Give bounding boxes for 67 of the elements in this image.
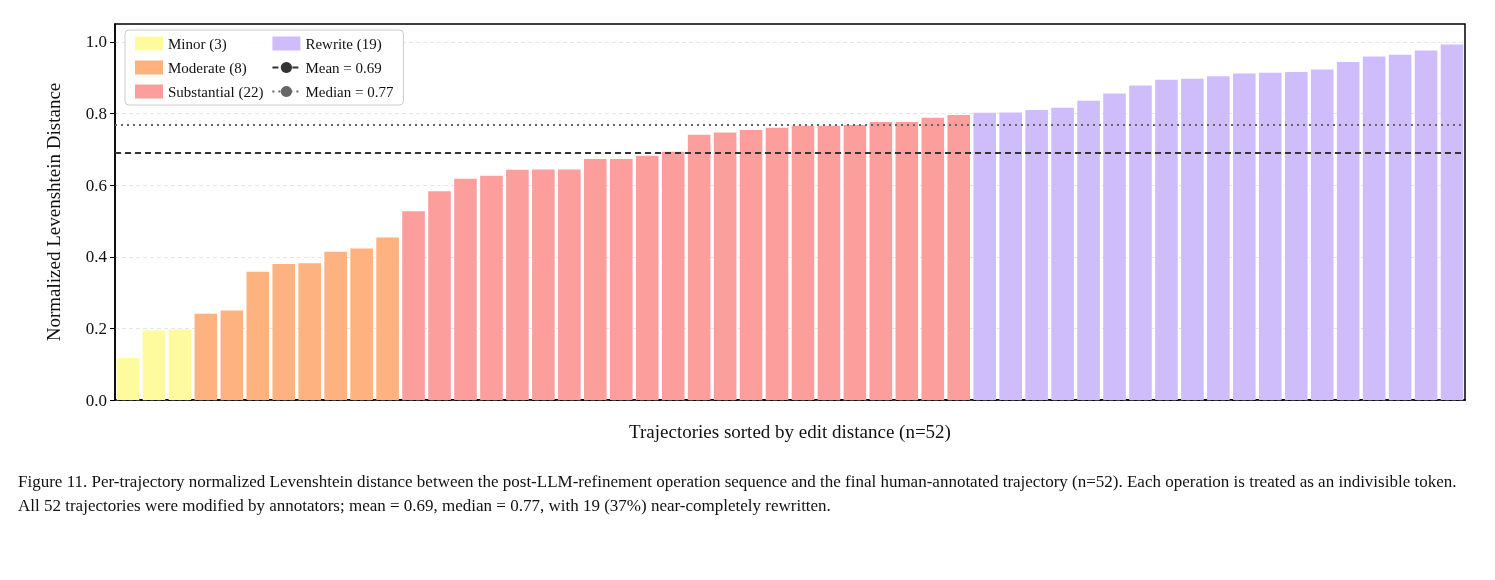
bar	[1129, 85, 1152, 400]
y-tick-label: 0.6	[85, 175, 107, 195]
bar	[1362, 56, 1386, 400]
bar	[298, 263, 321, 400]
bar	[220, 310, 244, 400]
bar	[324, 251, 347, 400]
bar	[246, 271, 270, 400]
bar	[843, 124, 867, 400]
bar	[739, 130, 763, 400]
bar	[1284, 71, 1308, 400]
legend-label: Rewrite (19)	[305, 35, 382, 53]
bar	[402, 211, 425, 400]
bar	[350, 248, 373, 400]
bar	[635, 155, 659, 400]
bar	[947, 114, 971, 400]
legend-label: Minor (3)	[168, 35, 227, 53]
bar	[1025, 109, 1048, 400]
bar	[1259, 72, 1282, 400]
bar	[1051, 107, 1074, 400]
y-tick-label: 0.4	[85, 247, 108, 267]
x-axis-title: Trajectories sorted by edit distance (n=52)	[629, 421, 951, 443]
bar	[558, 169, 581, 400]
bar	[1233, 73, 1256, 400]
bar	[454, 178, 477, 400]
bar	[480, 175, 503, 400]
bar	[1414, 50, 1438, 400]
bar	[817, 125, 841, 400]
legend-label: Substantial (22)	[168, 83, 264, 101]
bar	[1207, 76, 1230, 400]
bar	[791, 125, 815, 400]
bar	[687, 134, 711, 400]
bar	[869, 122, 893, 400]
bar	[765, 127, 789, 400]
bar	[661, 151, 685, 400]
bar	[895, 122, 919, 400]
bar	[532, 169, 555, 400]
y-axis-title: Normalized Levenshtein Distance	[43, 82, 64, 342]
bar	[584, 159, 607, 400]
bar	[194, 313, 218, 400]
bar	[376, 237, 399, 400]
y-tick-label: 0.8	[85, 104, 107, 124]
caption: Figure 11. Per-trajectory normalized Levenshtein distance between the post-LLM-refinement operation sequence and the final human-annotated trajectory (n=52). Each operation is treated as an indivisible token. All 52 trajectories were modified by annotators; mean = 0.69, median = 0.77, with 19 (37%) near-completely rewritten.	[18, 471, 1458, 517]
bar	[1310, 69, 1334, 400]
y-tick-label: 1.0	[85, 32, 107, 52]
y-tick-label: 0.2	[85, 318, 107, 338]
bar	[609, 159, 633, 400]
legend-label: Median = 0.77	[305, 83, 394, 100]
legend-label: Mean = 0.69	[305, 59, 382, 76]
bar	[1336, 61, 1360, 400]
bar	[142, 330, 166, 400]
bar	[168, 329, 192, 400]
y-tick-label: 0.0	[85, 390, 107, 410]
bar	[1440, 44, 1464, 400]
bar	[506, 169, 529, 400]
bar	[1388, 54, 1412, 400]
bar	[973, 112, 996, 400]
bar	[1155, 79, 1178, 400]
bar	[1077, 100, 1100, 400]
bar	[1103, 93, 1126, 400]
bar	[272, 263, 296, 400]
bar	[921, 117, 945, 400]
legend-label: Moderate (8)	[168, 59, 247, 77]
bar	[428, 191, 451, 400]
bar	[713, 132, 737, 400]
bar	[999, 112, 1022, 400]
bar	[1181, 78, 1204, 400]
bar	[116, 358, 140, 400]
